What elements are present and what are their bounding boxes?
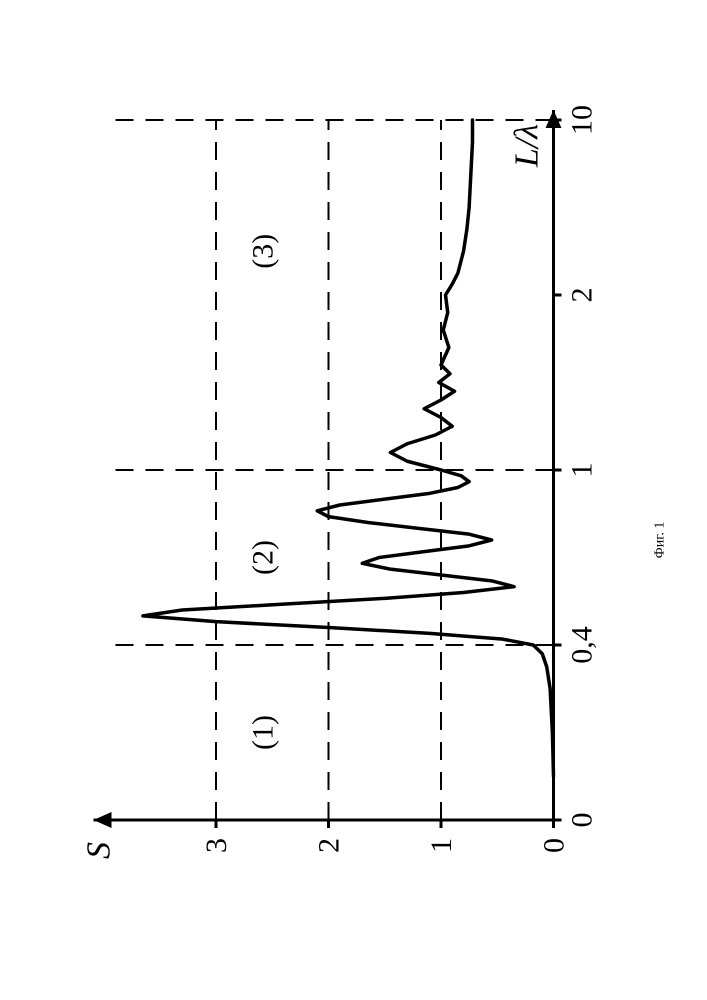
chart-svg: 0 1 2 3 S 0 0,4 1 2 10 L/λ (1) (2) (3) Фиг. 1 [0,0,707,1000]
svg-text:L/λ: L/λ [509,124,546,168]
svg-text:1: 1 [566,463,599,478]
svg-text:0: 0 [538,838,571,853]
svg-text:(2): (2) [246,540,279,575]
svg-text:S: S [81,842,118,859]
svg-text:0,4: 0,4 [566,626,599,664]
svg-text:10: 10 [566,105,599,135]
svg-text:(1): (1) [246,715,279,750]
svg-text:2: 2 [566,288,599,303]
svg-text:3: 3 [200,838,233,853]
svg-text:Фиг. 1: Фиг. 1 [653,522,668,559]
svg-text:(3): (3) [246,234,279,269]
svg-text:1: 1 [425,838,458,853]
svg-text:2: 2 [313,838,346,853]
figure-container: 0 1 2 3 S 0 0,4 1 2 10 L/λ (1) (2) (3) Фиг. 1 [0,0,707,1000]
svg-text:0: 0 [566,813,599,828]
